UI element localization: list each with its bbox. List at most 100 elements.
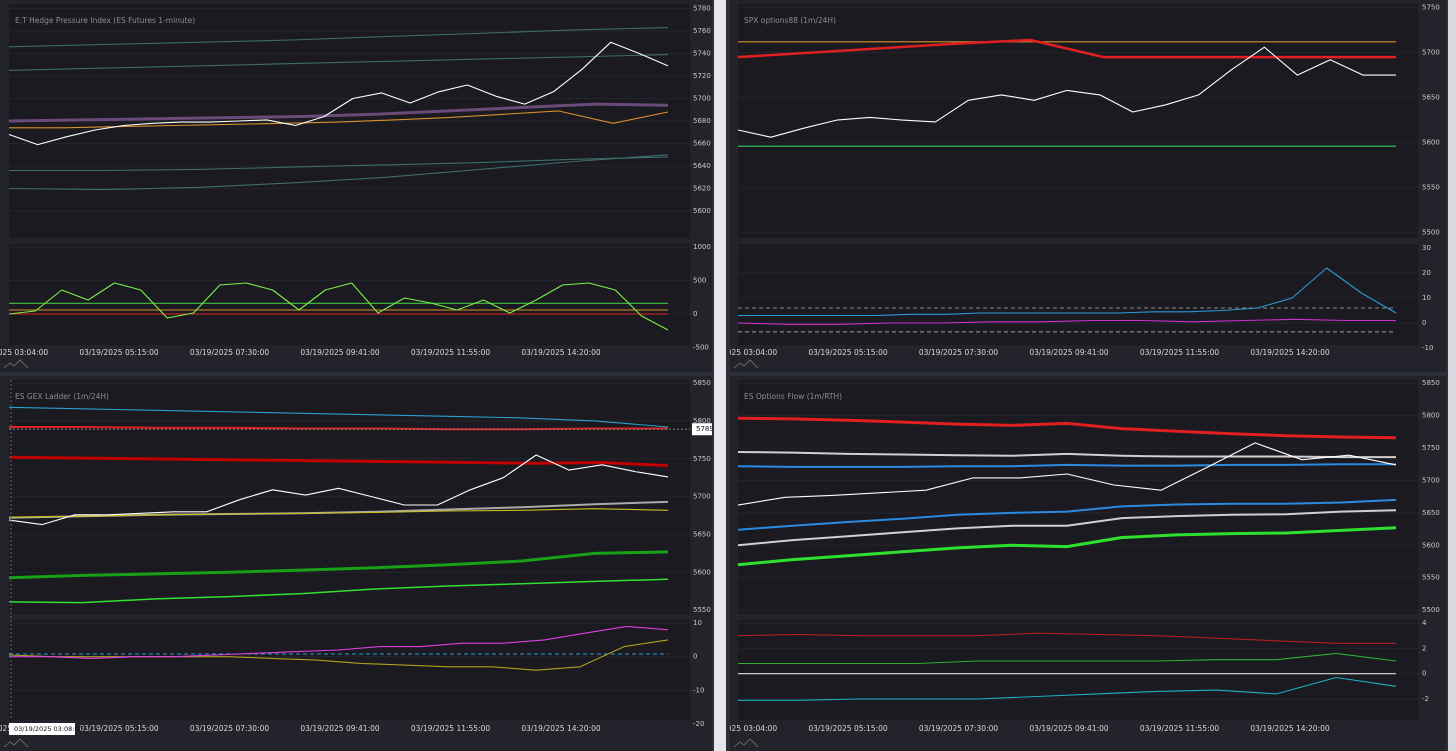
y-tick-label: 5650: [1422, 509, 1440, 517]
series-line: [8, 102, 669, 123]
y-tick-label: 5680: [693, 117, 711, 125]
x-tick-label: 03/19/2025 07:30:00: [919, 348, 999, 357]
series-line: [8, 406, 669, 428]
x-tick-label: 03/19/2025 11:55:00: [411, 724, 491, 733]
time-tooltip-box: [9, 723, 75, 735]
x-tick-label: 03/19/2025 07:30:00: [190, 348, 270, 357]
y-tick-label: -20: [693, 720, 704, 728]
pane: [738, 244, 1418, 345]
series-line: [737, 46, 1396, 138]
y-tick-label: 5600: [693, 207, 711, 215]
series-line: [8, 154, 669, 191]
y-tick-label: 5800: [1422, 412, 1440, 420]
x-tick-label: 03/19/2025 05:15:00: [79, 724, 159, 733]
series-line: [8, 455, 669, 468]
y-tick-label: 5700: [1422, 49, 1440, 57]
panel: 5780 5760 5740 5720 5700 5680 5660 5640 5620 5600…: [0, 0, 712, 372]
y-tick-label: 5660: [693, 140, 711, 148]
scrollbar[interactable]: [1448, 0, 1456, 751]
y-tick-label: 5750: [1422, 444, 1440, 452]
price-label-box: [692, 423, 712, 436]
y-tick-label: 10: [1422, 294, 1431, 302]
pane: [738, 4, 1418, 238]
y-tick-label: 20: [1422, 269, 1431, 277]
y-tick-label: 5750: [1422, 4, 1440, 12]
series-line: [738, 652, 1397, 665]
series-line: [737, 526, 1397, 567]
pane: [738, 380, 1418, 614]
series-line: [9, 625, 669, 659]
series-line: [737, 318, 1396, 325]
series-line: [8, 508, 669, 518]
series-line: [737, 509, 1397, 547]
y-tick-label: 5700: [693, 493, 711, 501]
y-tick-label: 5600: [693, 568, 711, 576]
logo: [3, 738, 29, 748]
pane: [9, 620, 690, 720]
x-tick-label: 03/19/2025 14:20:00: [1250, 724, 1330, 733]
series-line: [737, 416, 1397, 440]
x-tick-label: 03/19/2025 14:20:00: [1250, 348, 1330, 357]
y-tick-label: 5640: [693, 162, 711, 170]
panel: 5750 5700 5650 5600 5550 5500 30 20 10 0 -10 03/19/…: [698, 0, 1446, 372]
y-tick-label: 5620: [693, 185, 711, 193]
x-tick-label: 03/19/2025 07:30:00: [919, 724, 999, 733]
pane: [738, 620, 1418, 720]
x-tick-label: 03/19/2025 03:04:00: [698, 724, 778, 733]
series-line: [8, 282, 669, 331]
series-line: [8, 454, 669, 526]
series-line: [8, 41, 669, 146]
y-tick-label: 0: [693, 653, 697, 661]
y-tick-label: 4: [1422, 619, 1427, 627]
panel: 5850 5800 5750 5700 5650 5600 5550 10 0 -10 -20 03/…: [0, 376, 714, 751]
series-line: [8, 550, 669, 580]
y-tick-label: 2: [1422, 644, 1426, 652]
y-tick-label: 5500: [1422, 606, 1440, 614]
x-tick-label: 03/19/2025 05:15:00: [808, 724, 888, 733]
y-tick-label: 5850: [1422, 379, 1440, 387]
y-tick-label: -10: [1422, 344, 1433, 352]
panel: 5850 5800 5750 5700 5650 5600 5550 5500 4 2 0 -2 03/…: [698, 376, 1446, 751]
y-tick-label: -500: [693, 343, 709, 351]
x-tick-label: 03/19/2025 03:04:00: [698, 348, 778, 357]
y-tick-label: 10: [693, 619, 702, 627]
chart-title: E.T Hedge Pressure Index (ES Futures 1-m…: [15, 16, 195, 25]
series-line: [8, 27, 669, 48]
x-tick-label: 03/19/2025 11:55:00: [1140, 348, 1220, 357]
y-tick-label: 1000: [693, 243, 711, 251]
y-tick-label: 5550: [1422, 184, 1440, 192]
y-tick-label: 5650: [693, 530, 711, 538]
price-label: 5789: [696, 425, 714, 433]
pane: [9, 244, 690, 345]
series-line: [737, 463, 1396, 468]
y-tick-label: 500: [693, 277, 706, 285]
x-tick-label: 03/19/2025 14:20:00: [521, 348, 601, 357]
x-tick-label: 03/19/2025 11:55:00: [1140, 724, 1220, 733]
logo: [3, 359, 29, 369]
x-tick-label: 03/19/2025 05:15:00: [808, 348, 888, 357]
x-tick-label: 03/19/2025 03:04:00: [0, 348, 48, 357]
chart-title: ES Options Flow (1m/RTH): [744, 392, 842, 401]
time-tooltip: 03/19/2025 03:08:00: [14, 725, 83, 733]
y-tick-label: 5600: [1422, 139, 1440, 147]
y-tick-label: 0: [1422, 670, 1426, 678]
y-tick-label: 5500: [1422, 229, 1440, 237]
series-line: [8, 639, 669, 671]
series-line: [737, 632, 1396, 644]
x-tick-label: 03/19/2025 07:30:00: [190, 724, 270, 733]
y-tick-label: 30: [1422, 244, 1431, 252]
y-tick-label: -2: [1422, 695, 1429, 703]
y-tick-label: 5650: [1422, 94, 1440, 102]
series-line: [737, 38, 1396, 59]
series-line: [9, 156, 669, 172]
y-tick-label: 5740: [693, 50, 711, 58]
series-line: [737, 442, 1397, 506]
series-line: [8, 54, 669, 71]
scrollbar[interactable]: [714, 0, 726, 751]
y-tick-label: 5550: [693, 606, 711, 614]
y-tick-label: 5780: [693, 5, 711, 13]
series-line: [737, 498, 1397, 531]
y-tick-label: 5750: [693, 455, 711, 463]
y-tick-label: 5550: [1422, 574, 1440, 582]
